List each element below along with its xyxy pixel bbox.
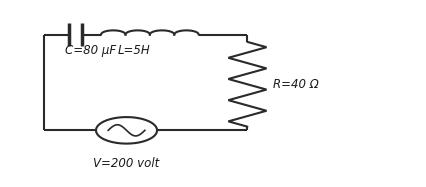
Text: V=200 volt: V=200 volt: [93, 157, 159, 169]
Text: L=5H: L=5H: [118, 44, 150, 57]
Text: R=40 Ω: R=40 Ω: [272, 78, 318, 91]
Text: C=80 μF: C=80 μF: [64, 44, 115, 57]
